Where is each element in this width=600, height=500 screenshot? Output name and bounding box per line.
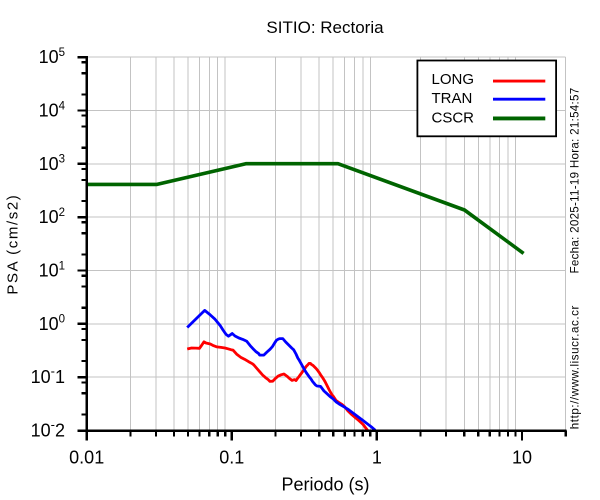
svg-text:LONG: LONG [432, 71, 475, 88]
svg-text:101: 101 [39, 260, 65, 280]
svg-text:Periodo (s): Periodo (s) [281, 474, 369, 494]
svg-text:http://www.lisucr.ac.cr: http://www.lisucr.ac.cr [568, 305, 581, 429]
svg-text:100: 100 [39, 314, 65, 334]
svg-text:CSCR: CSCR [432, 109, 475, 126]
svg-text:103: 103 [39, 154, 65, 174]
svg-text:PSA (cm/s2): PSA (cm/s2) [5, 194, 22, 295]
svg-text:102: 102 [39, 207, 65, 227]
svg-text:10: 10 [512, 447, 532, 467]
svg-text:10-2: 10-2 [31, 417, 65, 441]
svg-text:1: 1 [372, 447, 382, 467]
svg-text:TRAN: TRAN [432, 90, 473, 107]
svg-text:0.1: 0.1 [219, 447, 244, 467]
svg-text:105: 105 [39, 47, 65, 67]
svg-text:SITIO: Rectoria: SITIO: Rectoria [266, 18, 384, 37]
svg-text:0.01: 0.01 [69, 447, 104, 467]
svg-text:Fecha: 2025-11-19 Hora: 21:54: Fecha: 2025-11-19 Hora: 21:54:57 [568, 88, 581, 274]
svg-text:10-1: 10-1 [31, 363, 65, 387]
